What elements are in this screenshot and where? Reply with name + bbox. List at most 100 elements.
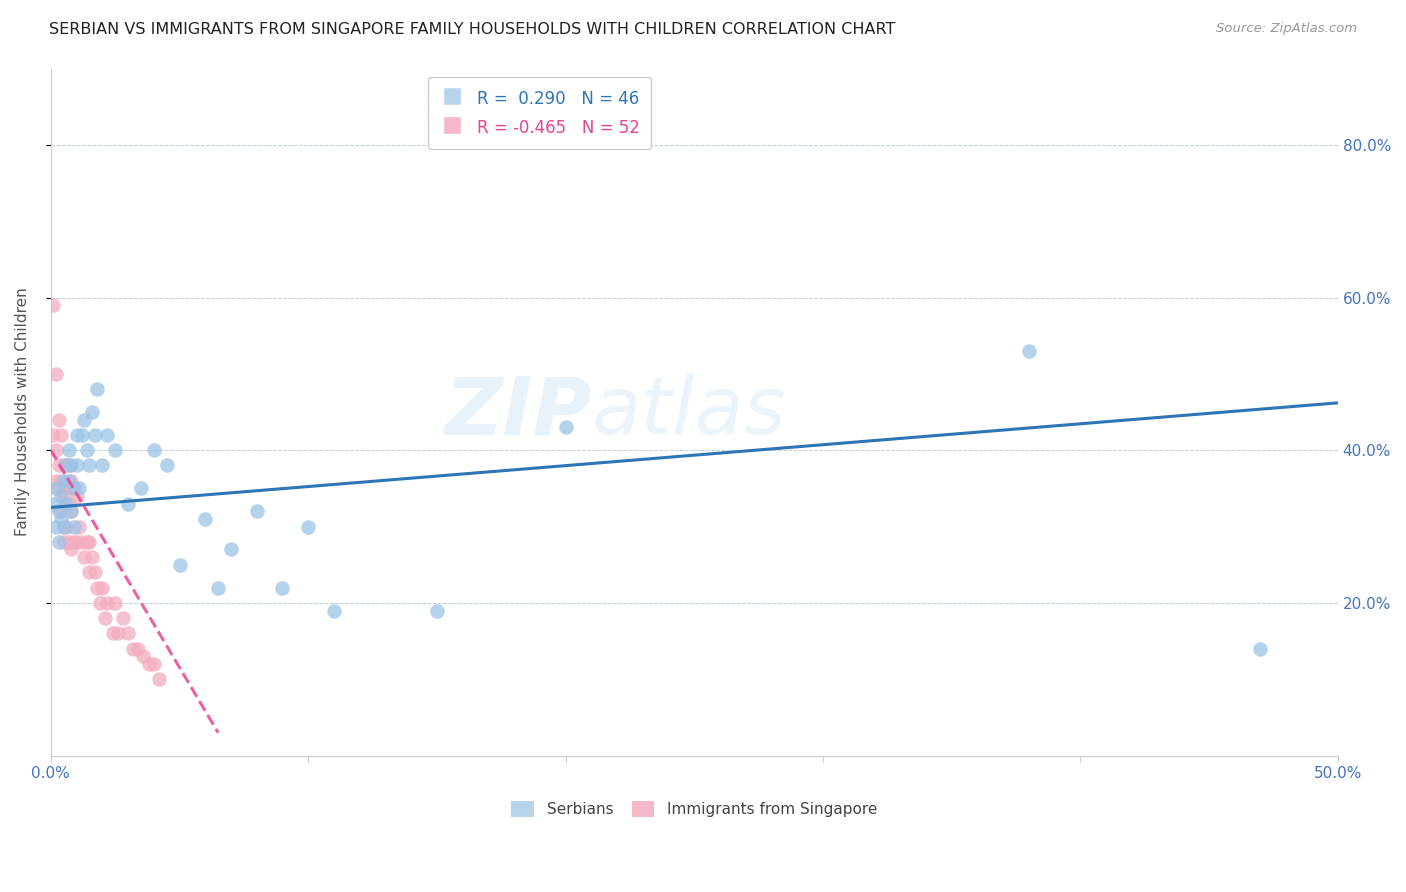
Point (45, 482, 67, 496)
Point (142, 443, 165, 458)
Point (271, 581, 294, 595)
Point (83, 566, 105, 580)
Text: Source: ZipAtlas.com: Source: ZipAtlas.com (1216, 22, 1357, 36)
Point (52, 534, 75, 549)
Point (60, 474, 83, 488)
Point (79, 534, 101, 549)
Point (127, 641, 149, 656)
Point (89, 596, 111, 610)
Point (107, 626, 129, 640)
Point (48, 458, 70, 473)
Text: SERBIAN VS IMMIGRANTS FROM SINGAPORE FAMILY HOUSEHOLDS WITH CHILDREN CORRELATION: SERBIAN VS IMMIGRANTS FROM SINGAPORE FAM… (49, 22, 896, 37)
Point (60, 504, 83, 518)
Point (52, 458, 75, 473)
Point (55, 519, 77, 533)
Point (52, 489, 75, 503)
Point (73, 412, 96, 426)
Point (49, 474, 72, 488)
Point (86, 581, 108, 595)
Point (86, 382, 108, 396)
Point (45, 367, 67, 381)
Point (111, 611, 134, 625)
Point (52, 519, 75, 533)
Point (96, 596, 118, 610)
Point (94, 611, 117, 625)
Point (63, 482, 86, 496)
Point (101, 626, 124, 640)
Point (63, 534, 86, 549)
Point (138, 657, 160, 671)
Point (70, 534, 93, 549)
Point (67, 519, 90, 533)
Point (219, 542, 242, 557)
Point (48, 482, 70, 496)
Point (132, 649, 155, 664)
Point (1018, 343, 1040, 358)
Point (55, 458, 77, 473)
Text: ZIP: ZIP (444, 373, 592, 451)
Point (246, 504, 269, 518)
Point (55, 482, 77, 496)
Point (48, 534, 70, 549)
Point (63, 519, 86, 533)
Point (58, 497, 80, 511)
Y-axis label: Family Households with Children: Family Households with Children (15, 287, 30, 536)
Point (48, 504, 70, 518)
Point (207, 581, 229, 595)
Point (297, 519, 319, 533)
Point (142, 657, 165, 671)
Point (42, 497, 65, 511)
Point (554, 420, 576, 434)
Point (129, 482, 152, 496)
Point (60, 458, 83, 473)
Point (96, 428, 118, 442)
Point (65, 458, 87, 473)
Point (45, 519, 67, 533)
Point (60, 504, 83, 518)
Point (60, 542, 83, 557)
Point (323, 603, 346, 617)
Point (426, 603, 449, 617)
Point (73, 550, 96, 565)
Point (80, 405, 103, 419)
Point (65, 534, 87, 549)
Point (49, 512, 72, 526)
Point (55, 458, 77, 473)
Point (55, 497, 77, 511)
Point (67, 482, 90, 496)
Point (52, 474, 75, 488)
Point (49, 428, 72, 442)
Point (79, 566, 101, 580)
Point (1249, 641, 1271, 656)
Point (117, 626, 139, 640)
Point (58, 534, 80, 549)
Point (156, 458, 179, 473)
Point (49, 504, 72, 518)
Point (49, 489, 72, 503)
Point (76, 534, 98, 549)
Point (79, 458, 101, 473)
Point (148, 672, 170, 686)
Point (63, 482, 86, 496)
Legend: Serbians, Immigrants from Singapore: Serbians, Immigrants from Singapore (505, 796, 883, 823)
Point (104, 596, 127, 610)
Point (169, 558, 191, 572)
Point (83, 428, 105, 442)
Point (45, 474, 67, 488)
Point (80, 550, 103, 565)
Point (65, 489, 87, 503)
Point (76, 443, 98, 458)
Text: atlas: atlas (592, 373, 786, 451)
Point (122, 641, 145, 656)
Point (45, 443, 67, 458)
Point (58, 443, 80, 458)
Point (58, 458, 80, 473)
Point (117, 497, 139, 511)
Point (91, 458, 114, 473)
Point (70, 428, 93, 442)
Point (58, 474, 80, 488)
Point (42, 298, 65, 312)
Point (104, 443, 127, 458)
Point (194, 512, 217, 526)
Point (42, 428, 65, 442)
